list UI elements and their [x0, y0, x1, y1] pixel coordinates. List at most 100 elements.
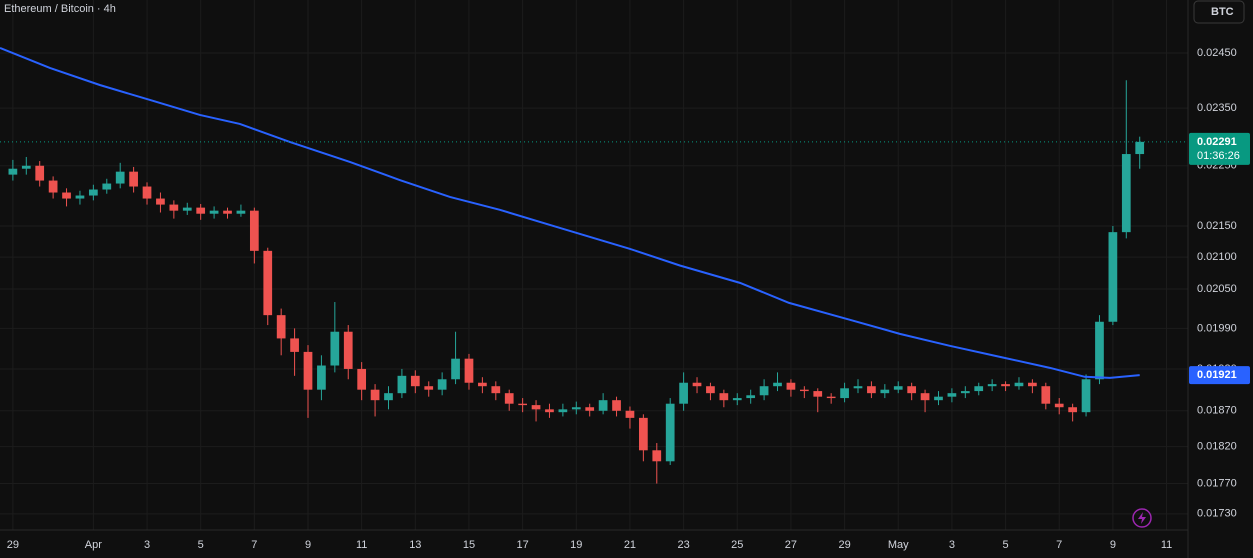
candle-body: [397, 375, 407, 394]
candle-body: [75, 195, 85, 199]
candle-body: [236, 210, 246, 214]
candle-body: [357, 368, 367, 390]
candle-body: [491, 386, 501, 394]
candle-body: [317, 365, 326, 390]
candle-body: [504, 393, 514, 404]
price-badge: [1189, 366, 1250, 385]
x-tick-label: Apr: [85, 539, 102, 551]
candle-body: [639, 417, 648, 451]
x-tick-label: 7: [251, 539, 257, 551]
candle-body: [518, 403, 527, 406]
x-tick-label: 9: [305, 539, 311, 551]
candle-body: [665, 403, 675, 462]
candle-body: [732, 398, 742, 401]
candle-body: [987, 384, 997, 387]
x-tick-label: 11: [1161, 539, 1172, 551]
candle-body: [1001, 384, 1010, 387]
candle-body: [1135, 141, 1145, 155]
x-tick-label: 13: [409, 539, 421, 551]
candle-body: [960, 391, 970, 394]
x-tick-label: 27: [785, 539, 797, 551]
x-tick-label: 23: [677, 539, 689, 551]
candle-body: [826, 396, 836, 399]
y-tick-label: 0.02450: [1197, 47, 1237, 59]
candle-body: [907, 386, 917, 394]
candle-body: [598, 400, 608, 411]
candle-body: [182, 207, 192, 211]
x-tick-label: 3: [949, 539, 955, 551]
candle-body: [384, 393, 393, 401]
candle-body: [786, 382, 796, 390]
price-badge-label: 0.01921: [1197, 369, 1237, 381]
candle-body: [263, 250, 273, 316]
y-tick-label: 0.02150: [1197, 220, 1237, 232]
candle-body: [115, 171, 125, 184]
candle-body: [679, 382, 688, 404]
x-tick-label: 7: [1056, 539, 1062, 551]
candle-body: [934, 396, 943, 401]
icon-ring[interactable]: [1132, 508, 1152, 528]
y-tick-label: 0.01990: [1197, 322, 1237, 334]
x-tick-label: May: [888, 539, 909, 551]
candle-body: [1028, 382, 1037, 387]
x-tick-label: 5: [198, 539, 204, 551]
candle-body: [209, 210, 219, 214]
candle-body: [129, 171, 138, 187]
plot-area: [0, 47, 1188, 484]
candle-body: [612, 400, 621, 411]
candle-body: [249, 210, 259, 251]
candle-body: [451, 358, 460, 380]
candle-body: [343, 331, 353, 369]
price-badge: [1189, 132, 1250, 165]
candle-body: [156, 198, 165, 205]
candle-body: [276, 315, 286, 339]
candle-body: [370, 389, 380, 401]
candle-body: [1014, 382, 1024, 387]
candle-body: [531, 405, 541, 410]
candle-body: [706, 386, 715, 394]
candle-body: [437, 379, 447, 390]
candle-body: [813, 391, 823, 397]
x-tick-label: 3: [144, 539, 150, 551]
lightning-icon[interactable]: [1132, 508, 1152, 528]
currency-label[interactable]: BTC: [1211, 6, 1234, 18]
currency-button[interactable]: [1193, 0, 1245, 24]
y-tick-label: 0.01770: [1197, 477, 1237, 489]
candle-body: [893, 386, 903, 390]
candle-body: [1054, 403, 1064, 408]
candle-body: [464, 358, 474, 383]
price-badge-label: 0.02291: [1197, 136, 1237, 148]
x-tick-label: 11: [356, 539, 367, 551]
candle-body: [974, 386, 984, 392]
y-tick-label: 0.02050: [1197, 283, 1237, 295]
price-countdown: 01:36:26: [1197, 150, 1240, 162]
y-tick-label: 0.01870: [1197, 405, 1237, 417]
candle-body: [947, 393, 957, 397]
x-tick-label: 25: [731, 539, 743, 551]
candle-body: [1095, 321, 1104, 380]
icon-bolt[interactable]: [1138, 512, 1146, 524]
y-tick-label: 0.02350: [1197, 102, 1237, 114]
candle-body: [410, 375, 420, 387]
candle-body: [169, 204, 179, 211]
chart-title: Ethereum / Bitcoin · 4h: [4, 3, 116, 15]
x-tick-label: 15: [463, 539, 475, 551]
candle-body: [8, 168, 18, 175]
candle-body: [571, 407, 581, 410]
x-tick-label: 17: [517, 539, 529, 551]
y-tick-label: 0.02100: [1197, 251, 1237, 263]
x-tick-label: 21: [624, 539, 636, 551]
candle-body: [1041, 386, 1051, 404]
candle-body: [62, 192, 71, 199]
x-tick-label: 29: [838, 539, 850, 551]
candle-body: [799, 389, 809, 392]
candle-body: [1108, 232, 1118, 322]
candle-body: [102, 183, 112, 190]
moving-average-line: [0, 47, 1140, 379]
candle-body: [223, 210, 232, 214]
candle-body: [867, 386, 876, 394]
candle-body: [652, 450, 662, 462]
candle-body: [48, 180, 58, 193]
x-tick-label: 29: [7, 539, 19, 551]
